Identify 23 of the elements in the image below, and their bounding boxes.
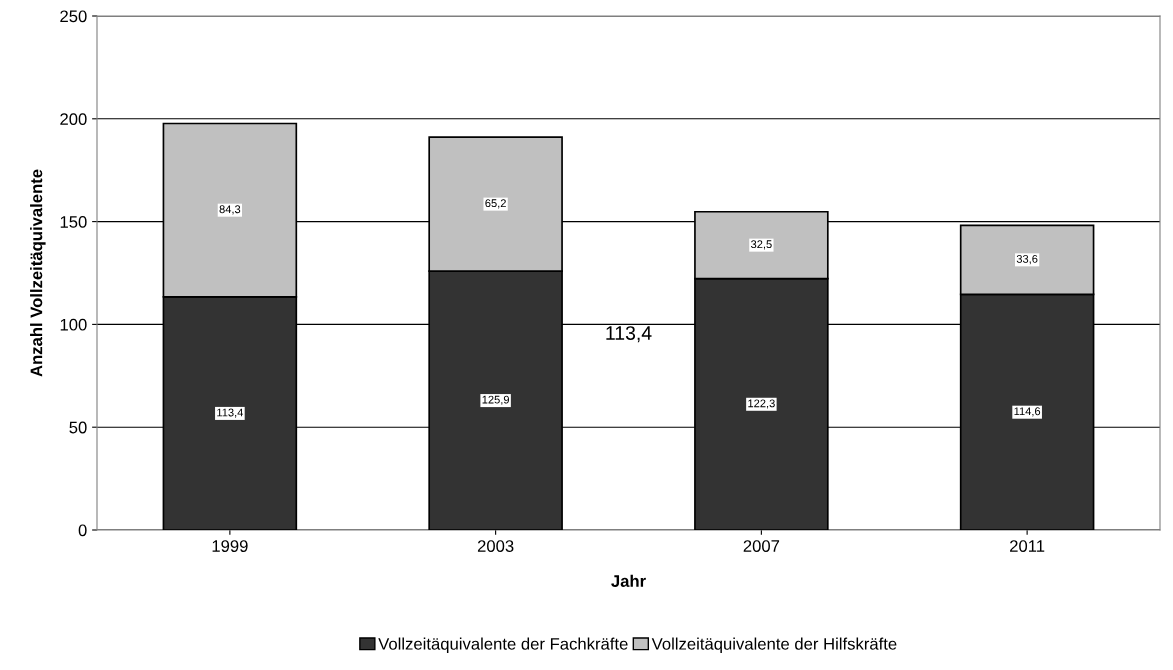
data-label: 84,3 [219,205,241,215]
x-axis-title: Jahr [611,574,646,587]
data-label: 32,5 [750,240,772,250]
data-label: 33,6 [1016,254,1038,265]
y-tick-label: 50 [69,421,87,434]
data-label: 114,6 [1014,407,1041,417]
data-label: 65,2 [485,199,506,209]
x-tick-label: 2007 [743,540,780,552]
y-axis-title: Anzahl Vollzeitäquivalente [30,169,46,377]
x-tick-label: 1999 [212,540,248,552]
annotation: 113,4 [606,326,652,343]
data-label: 122,3 [748,399,775,409]
data-label: 125,9 [482,395,509,405]
y-tick-label: 250 [60,10,87,23]
y-tick-label: 200 [60,113,87,125]
y-tick-label: 100 [60,318,87,331]
x-tick-label: 2003 [477,540,514,552]
x-tick-label: 2011 [1010,540,1045,552]
y-tick-label: 150 [60,216,87,228]
legend-label: Vollzeitäquivalente der Hilfskräfte [651,637,897,654]
legend-label: Vollzeitäquivalente der Fachkräfte [378,637,628,654]
y-tick-label: 0 [78,524,87,537]
data-label: 113,4 [217,408,244,418]
